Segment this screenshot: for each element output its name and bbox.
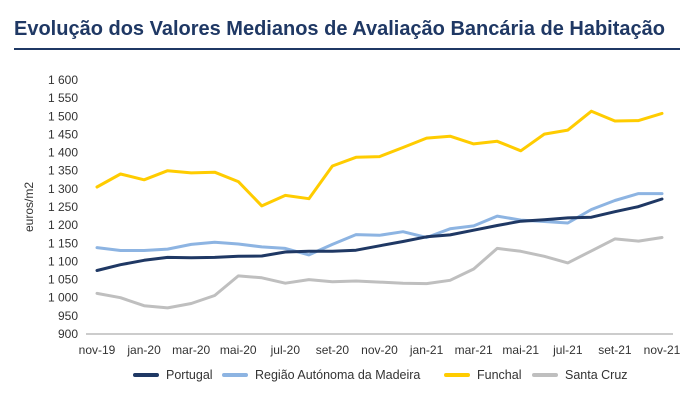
- series-line-funchal: [95, 109, 664, 208]
- x-tick-label: nov-20: [361, 343, 398, 357]
- y-axis-ticks: 900 950 1 000 1 050 1 100 1 150 1 200 1 250 1 30…: [48, 73, 78, 341]
- x-tick-label: jan-21: [409, 343, 444, 357]
- series-line-santa-cruz: [95, 236, 664, 310]
- y-tick-label: 1 550: [48, 91, 78, 105]
- legend-label: Região Autónoma da Madeira: [255, 368, 421, 382]
- y-tick-label: 1 200: [48, 218, 78, 232]
- legend-swatch: [133, 373, 159, 377]
- legend-swatch: [222, 373, 248, 377]
- x-tick-label: nov-21: [644, 343, 681, 357]
- x-tick-label: jul-20: [270, 343, 301, 357]
- x-tick-label: mai-21: [502, 343, 539, 357]
- y-tick-label: 900: [58, 327, 78, 341]
- y-tick-label: 1 000: [48, 291, 78, 305]
- x-tick-label: mai-20: [220, 343, 257, 357]
- x-tick-label: nov-19: [79, 343, 116, 357]
- series-line-portugal: [95, 197, 664, 272]
- y-tick-label: 1 400: [48, 146, 78, 160]
- y-tick-label: 1 350: [48, 164, 78, 178]
- legend-item: Portugal: [133, 368, 213, 382]
- legend-item: Região Autónoma da Madeira: [222, 368, 420, 382]
- y-tick-label: 1 600: [48, 73, 78, 87]
- legend-item: Funchal: [444, 368, 521, 382]
- y-tick-label: 1 150: [48, 236, 78, 250]
- legend-label: Santa Cruz: [565, 368, 628, 382]
- legend-swatch: [532, 373, 558, 377]
- series-lines: [95, 109, 664, 310]
- x-axis-ticks: nov-19 jan-20 mar-20 mai-20 jul-20 set-20 nov-…: [79, 343, 681, 357]
- chart-title: Evolução dos Valores Medianos de Avaliaç…: [14, 18, 665, 40]
- y-tick-label: 1 100: [48, 254, 78, 268]
- y-tick-label: 1 050: [48, 273, 78, 287]
- line-chart: 900 950 1 000 1 050 1 100 1 150 1 200 1 250 1 30…: [22, 73, 681, 357]
- chart-legend: Portugal Região Autónoma da Madeira Funcha…: [0, 368, 699, 390]
- x-tick-label: jan-20: [126, 343, 161, 357]
- x-tick-label: jul-21: [552, 343, 583, 357]
- x-tick-label: mar-21: [455, 343, 493, 357]
- y-tick-label: 1 250: [48, 200, 78, 214]
- y-tick-label: 1 300: [48, 182, 78, 196]
- x-tick-label: mar-20: [172, 343, 210, 357]
- y-tick-label: 1 450: [48, 127, 78, 141]
- y-tick-label: 1 500: [48, 109, 78, 123]
- x-tick-label: set-21: [598, 343, 632, 357]
- legend-label: Portugal: [166, 368, 213, 382]
- series-line-regi-o-aut-noma-da-madeira: [95, 192, 664, 257]
- y-tick-label: 950: [58, 309, 78, 323]
- legend-item: Santa Cruz: [532, 368, 628, 382]
- legend-swatch: [444, 373, 470, 377]
- y-axis-title: euros/m2: [22, 182, 36, 232]
- legend-label: Funchal: [477, 368, 522, 382]
- title-underline: [14, 48, 680, 50]
- x-tick-label: set-20: [316, 343, 350, 357]
